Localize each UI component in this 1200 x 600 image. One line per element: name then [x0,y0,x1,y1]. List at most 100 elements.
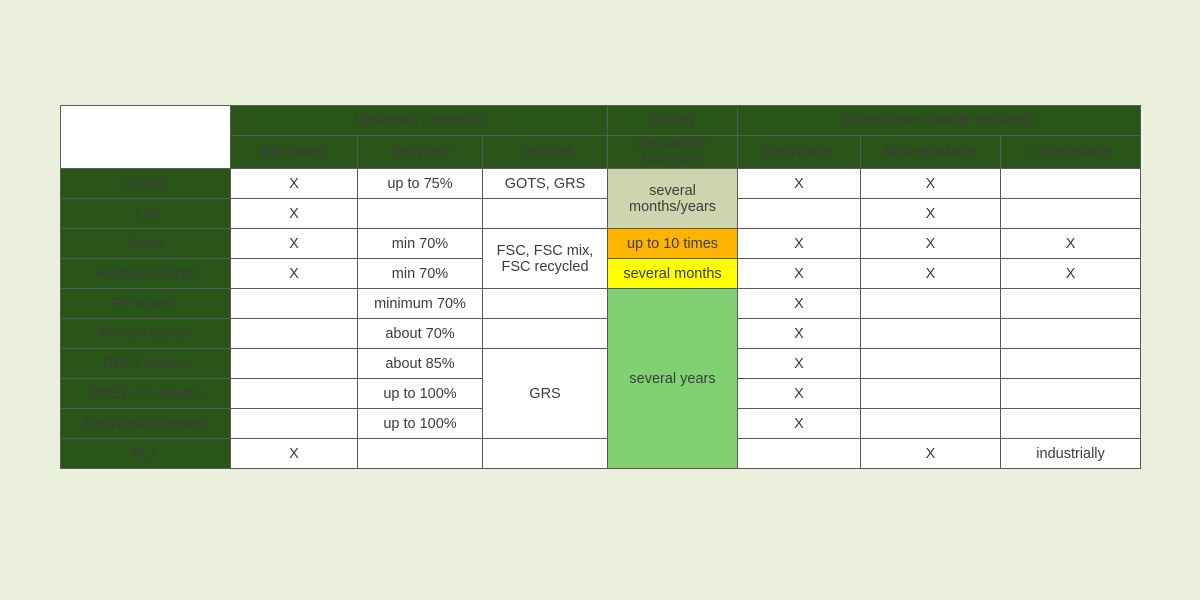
cell-paper-recyclable: X [737,228,862,260]
cell-jute-certified [481,198,609,230]
cell-pp-non-woven-compostable [1000,318,1142,350]
cell-pp-non-woven-recyclable: X [737,318,862,350]
table-header: Upstream (material) During Downstream (w… [60,104,1142,170]
row-label-reinforced-kraft: Reinforced kraft [60,258,231,290]
cell-rpet-woven-compostable [1000,348,1142,380]
cell-pla-recyclable [737,438,862,470]
cell-pla-bio-based: X [230,438,358,470]
cell-reinforced-kraft-bio-based: X [230,258,358,290]
cell-pp-non-woven-recycled: about 70% [357,318,483,350]
cell-pp-woven-compostable [1000,288,1142,320]
cell-rpet-woven-biodegradable [860,348,1002,380]
group-header-during: During [607,105,739,136]
cell-pp-woven-recycled: minimum 70% [357,288,483,320]
cell-rpet-non-woven-biodegradable [860,378,1002,410]
cell-jute-bio-based: X [230,198,358,230]
cell-paper-biodegradable: X [860,228,1002,260]
cell-pp-woven-biodegradable [860,288,1002,320]
header-column-row: Bio-based Recycled Certified Reusability… [61,134,1142,170]
row-label-rpet-non-woven: RPET non woven [60,378,231,410]
cell-recycled-polyester-compostable [1000,408,1142,440]
cell-during-up-to-10-times: up to 10 times [607,228,739,260]
table-row: PP non woven about 70% X [60,318,1142,350]
table-row: PLA X X industrially [60,438,1142,470]
cell-pla-biodegradable: X [860,438,1002,470]
corner-blank-cell [60,104,231,170]
cell-cotton-recycled: up to 75% [357,168,483,200]
cell-rpet-non-woven-bio-based [230,378,358,410]
table-row: Jute X X [60,198,1142,230]
row-label-pp-non-woven: PP non woven [60,318,231,350]
cell-reinforced-kraft-recycled: min 70% [357,258,483,290]
cell-pp-woven-certified [481,288,609,320]
cell-cotton-recyclable: X [737,168,862,200]
cell-rpet-woven-recycled: about 85% [357,348,483,380]
cell-jute-recyclable [737,198,862,230]
cell-recycled-polyester-recyclable: X [737,408,862,440]
column-header-reusability-durability: Reusability/ Durability [607,134,739,170]
table-row: Cotton X up to 75% GOTS, GRS several mon… [60,168,1142,230]
row-label-pp-woven: PP woven [60,288,231,320]
cell-pp-woven-bio-based [230,288,358,320]
cell-paper-bio-based: X [230,228,358,260]
table-row: RPET non woven up to 100% X [60,378,1142,410]
group-header-upstream: Upstream (material) [229,105,609,136]
row-label-recycled-polyester: Recycled polyester [60,408,231,440]
during-line-2: months/years [628,198,717,215]
header-group-row: Upstream (material) During Downstream (w… [60,104,1142,170]
cell-certified-fsc-merged: FSC, FSC mix, FSC recycled [481,228,609,290]
table-row: RPET woven about 85% GRS X [60,348,1142,440]
cell-rpet-non-woven-recyclable: X [737,378,862,410]
cell-rpet-woven-bio-based [230,348,358,380]
cell-rpet-non-woven-recycled: up to 100% [357,378,483,410]
cell-cotton-biodegradable: X [860,168,1002,200]
column-header-certified: Certified [481,134,609,170]
cell-cotton-compostable [1000,168,1142,200]
table-row: PP woven minimum 70% several years X [60,288,1142,470]
cell-cotton-bio-based: X [230,168,358,200]
row-label-pla: PLA [60,438,231,470]
cell-jute-compostable [1000,198,1142,230]
cell-pla-compostable: industrially [1000,438,1142,470]
column-header-compostable: Compostable [1000,134,1142,170]
column-header-bio-based: Bio-based [230,134,358,170]
cell-reinforced-kraft-recyclable: X [737,258,862,290]
table-body: Cotton X up to 75% GOTS, GRS several mon… [60,168,1142,470]
during-line-1: several [649,182,696,199]
material-sustainability-table: Upstream (material) During Downstream (w… [60,104,1142,470]
row-label-rpet-woven: RPET woven [60,348,231,380]
cell-certified-grs-merged: GRS [481,348,609,440]
cell-recycled-polyester-recycled: up to 100% [357,408,483,440]
cell-rpet-non-woven-compostable [1000,378,1142,410]
cell-recycled-polyester-bio-based [230,408,358,440]
cell-cotton-certified: GOTS, GRS [481,168,609,200]
cell-pp-non-woven-biodegradable [860,318,1002,350]
cell-pp-woven-recyclable: X [737,288,862,320]
cell-during-several-years: several years [607,288,739,470]
cell-paper-compostable: X [1000,228,1142,260]
cell-pp-non-woven-bio-based [230,318,358,350]
cell-jute-biodegradable: X [860,198,1002,230]
cell-pla-certified [481,438,609,470]
column-header-recycled: Recycled [357,134,483,170]
certified-line-1: FSC, FSC mix, [496,242,594,259]
cell-recycled-polyester-biodegradable [860,408,1002,440]
cell-paper-recycled: min 70% [357,228,483,260]
cell-during-several-months: several months [607,258,739,290]
cell-rpet-woven-recyclable: X [737,348,862,380]
cell-jute-recycled [357,198,483,230]
group-header-downstream: Downstream (waste recovery) [737,105,1142,136]
row-label-cotton: Cotton [60,168,231,200]
table-row: Paper X min 70% FSC, FSC mix, FSC recycl… [60,228,1142,290]
row-label-jute: Jute [60,198,231,230]
table-row: Recycled polyester up to 100% X [60,408,1142,440]
certified-line-2: FSC recycled [501,258,589,275]
column-header-biodegradable: Biodegradable [860,134,1002,170]
cell-during-several-months-years: several months/years [607,168,739,230]
reusability-line-1: Reusability/ [635,136,710,152]
reusability-line-2: Durability [642,152,703,169]
row-label-paper: Paper [60,228,231,260]
column-header-recyclable: Recyclable [737,134,862,170]
cell-pla-recycled [357,438,483,470]
cell-reinforced-kraft-biodegradable: X [860,258,1002,290]
